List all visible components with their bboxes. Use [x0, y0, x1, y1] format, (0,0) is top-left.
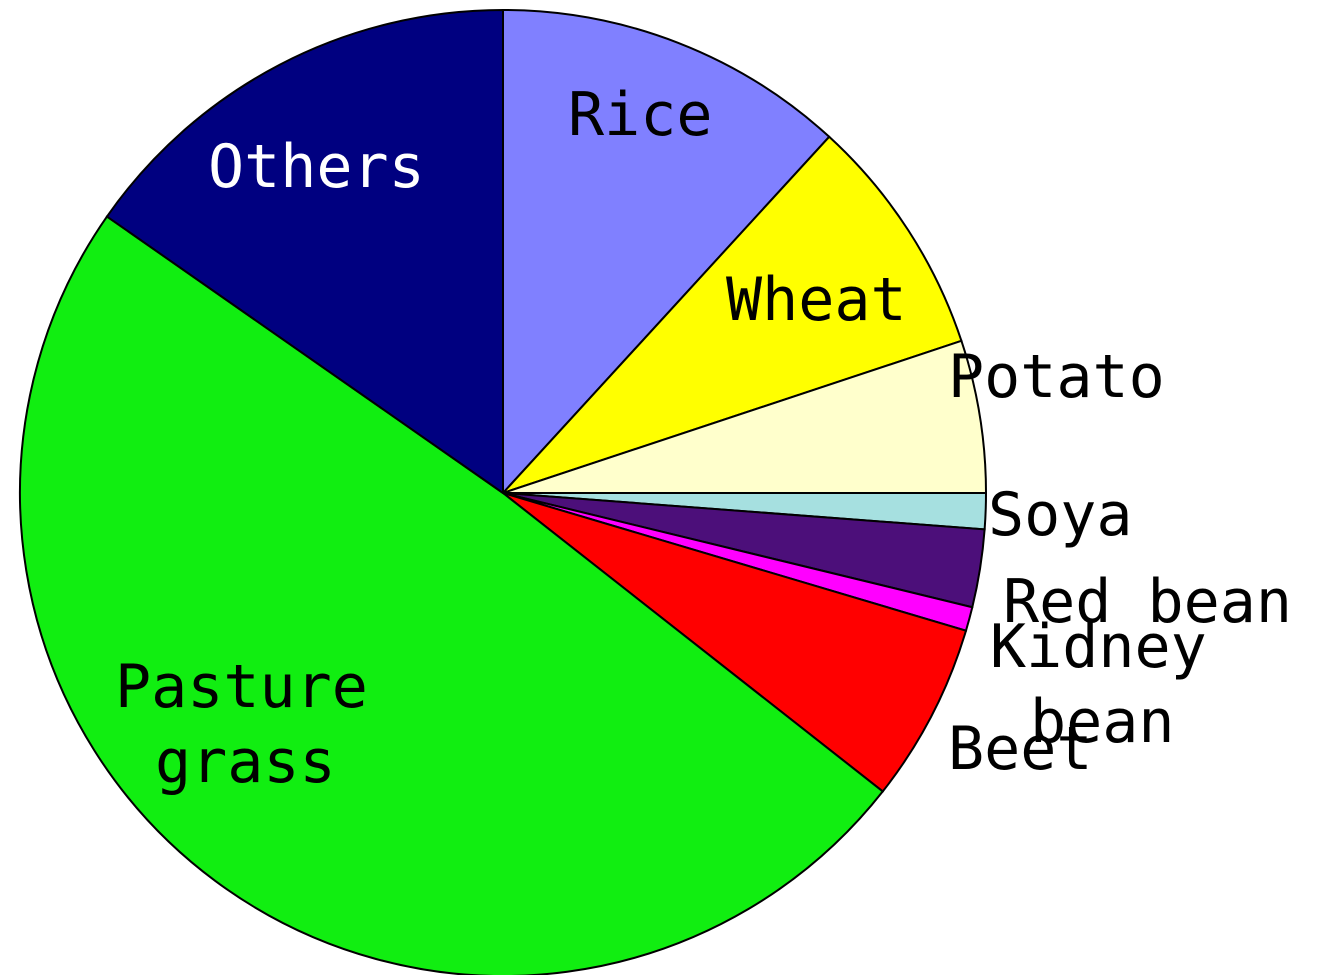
slice-label: Beet: [948, 714, 1093, 784]
label-line: Soya: [988, 480, 1133, 550]
slice-label: Kidney bean: [990, 612, 1207, 757]
label-line: Beet: [948, 714, 1093, 784]
pie-slice: [502, 492, 968, 793]
slice-label: Pasture grass: [115, 652, 368, 797]
pie-slice: [502, 8, 831, 496]
label-line: Rice: [568, 80, 713, 150]
label-line: grass: [155, 727, 336, 797]
pie-slice: [499, 135, 963, 496]
pie-slice: [19, 215, 885, 975]
label-line: Others: [208, 132, 425, 202]
label-line: bean: [1030, 687, 1175, 757]
slice-label: Wheat: [726, 265, 907, 335]
label-line: Kidney: [990, 612, 1207, 682]
slice-label: Others: [208, 132, 425, 202]
slice-label: Rice: [568, 80, 713, 150]
label-line: Pasture: [115, 652, 368, 722]
label-line: Wheat: [726, 265, 907, 335]
slice-label: Potato: [948, 342, 1165, 412]
slice-label: Soya: [988, 480, 1133, 550]
label-line: Potato: [948, 342, 1165, 412]
slice-label: Red bean: [1003, 567, 1292, 637]
label-line: Red bean: [1003, 567, 1292, 637]
pie-slice: [105, 8, 504, 495]
pie-slice: [502, 339, 988, 494]
